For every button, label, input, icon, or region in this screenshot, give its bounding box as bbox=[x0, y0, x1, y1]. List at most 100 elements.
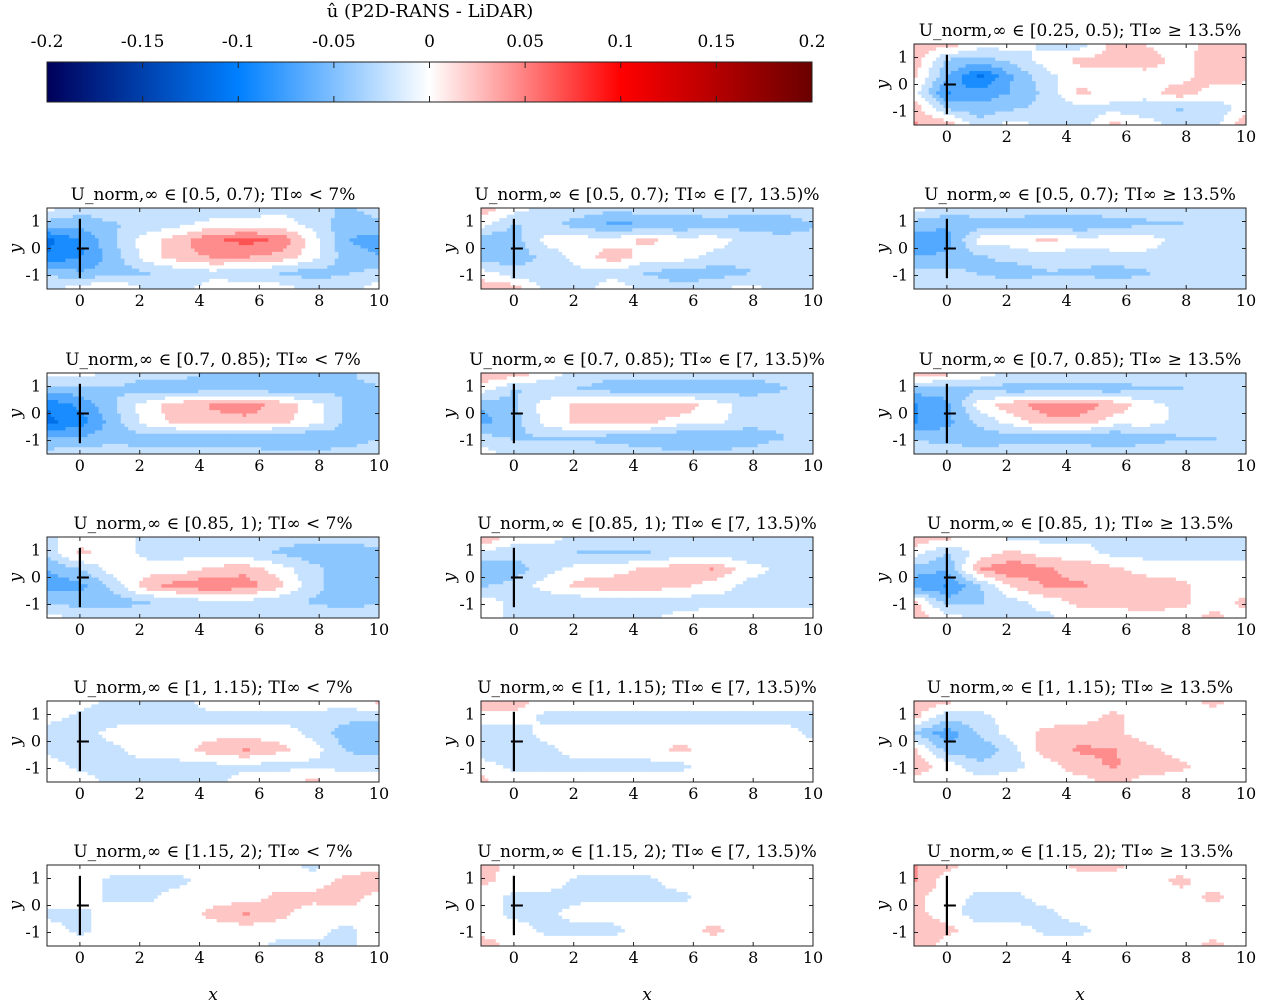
heatmap-cell bbox=[1072, 87, 1077, 92]
heatmap-cell bbox=[54, 238, 59, 243]
heatmap-cell bbox=[1234, 108, 1240, 113]
heatmap-cell bbox=[1017, 114, 1022, 119]
heatmap-cell bbox=[360, 282, 365, 287]
heatmap-cell bbox=[371, 255, 376, 260]
heatmap-cell bbox=[1135, 94, 1140, 99]
heatmap-cell bbox=[998, 74, 1004, 79]
heatmap-cell bbox=[257, 221, 262, 226]
heatmap-cell bbox=[294, 211, 299, 216]
heatmap-cell bbox=[914, 81, 919, 86]
heatmap-cell bbox=[331, 268, 336, 273]
heatmap-cell bbox=[272, 278, 277, 283]
heatmap-cell bbox=[312, 285, 317, 289]
heatmap-cell bbox=[709, 214, 714, 219]
heatmap-cell bbox=[356, 258, 362, 263]
heatmap-cell bbox=[201, 285, 207, 289]
heatmap-cell bbox=[768, 214, 774, 219]
heatmap-cell bbox=[286, 218, 292, 223]
heatmap-cell bbox=[353, 224, 358, 229]
heatmap-cell bbox=[965, 121, 970, 125]
heatmap-cell bbox=[1017, 64, 1022, 69]
heatmap-cell bbox=[342, 235, 347, 239]
heatmap-cell bbox=[1231, 50, 1236, 55]
heatmap-cell bbox=[290, 275, 295, 280]
heatmap-cell bbox=[936, 104, 941, 109]
heatmap-cell bbox=[587, 224, 593, 229]
heatmap-cell bbox=[331, 285, 336, 289]
heatmap-cell bbox=[1216, 71, 1221, 75]
heatmap-cell bbox=[484, 208, 489, 212]
heatmap-cell bbox=[1087, 57, 1092, 62]
heatmap-cell bbox=[706, 211, 711, 216]
heatmap-cell bbox=[301, 218, 306, 223]
heatmap-cell bbox=[947, 104, 952, 109]
heatmap-cell bbox=[150, 218, 155, 223]
heatmap-cell bbox=[1231, 64, 1236, 69]
heatmap-cell bbox=[1183, 114, 1188, 119]
heatmap-cell bbox=[179, 251, 185, 256]
heatmap-cell bbox=[283, 248, 288, 253]
heatmap-cell bbox=[47, 275, 52, 280]
x-tick-label: 6 bbox=[254, 291, 264, 310]
heatmap-cell bbox=[360, 211, 365, 216]
heatmap-cell bbox=[1179, 108, 1184, 113]
heatmap-cell bbox=[72, 265, 78, 270]
heatmap-cell bbox=[1039, 74, 1044, 79]
heatmap-cell bbox=[1135, 50, 1140, 55]
heatmap-cell bbox=[503, 221, 508, 226]
heatmap-cell bbox=[1179, 81, 1184, 86]
heatmap-cell bbox=[87, 262, 92, 266]
heatmap-cell bbox=[562, 228, 567, 233]
heatmap-cell bbox=[1080, 81, 1085, 86]
x-tick-label: 2 bbox=[135, 291, 145, 310]
heatmap-cell bbox=[1135, 74, 1140, 79]
heatmap-cell bbox=[83, 262, 89, 266]
heatmap-cell bbox=[495, 208, 501, 212]
heatmap-cell bbox=[643, 221, 648, 226]
heatmap-cell bbox=[231, 238, 236, 243]
heatmap-cell bbox=[279, 235, 284, 239]
heatmap-cell bbox=[514, 221, 519, 226]
heatmap-cell bbox=[1068, 57, 1074, 62]
heatmap-cell bbox=[47, 241, 52, 246]
heatmap-cell bbox=[290, 268, 295, 273]
heatmap-cell bbox=[914, 71, 919, 75]
heatmap-cell bbox=[610, 211, 615, 216]
heatmap-cell bbox=[290, 258, 295, 263]
heatmap-cell bbox=[1076, 111, 1081, 116]
heatmap-cell bbox=[1065, 64, 1070, 69]
heatmap-cell bbox=[109, 285, 114, 289]
heatmap-cell bbox=[1068, 67, 1074, 72]
heatmap-cell bbox=[65, 241, 70, 246]
heatmap-cell bbox=[117, 211, 122, 216]
heatmap-cell bbox=[998, 57, 1004, 62]
heatmap-cell bbox=[364, 248, 369, 253]
heatmap-cell bbox=[1080, 67, 1085, 72]
heatmap-cell bbox=[117, 228, 122, 233]
heatmap-cell bbox=[495, 228, 501, 233]
heatmap-cell bbox=[286, 282, 292, 287]
heatmap-cell bbox=[120, 258, 126, 263]
heatmap-cell bbox=[1242, 114, 1246, 119]
heatmap-cell bbox=[1139, 81, 1144, 86]
heatmap-cell bbox=[746, 208, 751, 212]
heatmap-cell bbox=[1002, 77, 1007, 82]
heatmap-cell bbox=[187, 272, 192, 277]
heatmap-cell bbox=[253, 265, 258, 270]
heatmap-cell bbox=[187, 278, 192, 283]
heatmap-cell bbox=[168, 272, 174, 277]
heatmap-cell bbox=[98, 241, 103, 246]
heatmap-cell bbox=[301, 235, 306, 239]
heatmap-cell bbox=[201, 238, 207, 243]
heatmap-cell bbox=[142, 251, 148, 256]
heatmap-cell bbox=[1175, 98, 1181, 102]
heatmap-cell bbox=[742, 224, 748, 229]
heatmap-cell bbox=[809, 214, 813, 219]
heatmap-cell bbox=[1020, 94, 1026, 99]
heatmap-cell bbox=[1017, 77, 1022, 82]
heatmap-cell bbox=[257, 228, 262, 233]
heatmap-cell bbox=[1039, 60, 1044, 65]
heatmap-cell bbox=[54, 278, 59, 283]
heatmap-cell bbox=[998, 91, 1004, 96]
heatmap-cell bbox=[506, 211, 512, 216]
